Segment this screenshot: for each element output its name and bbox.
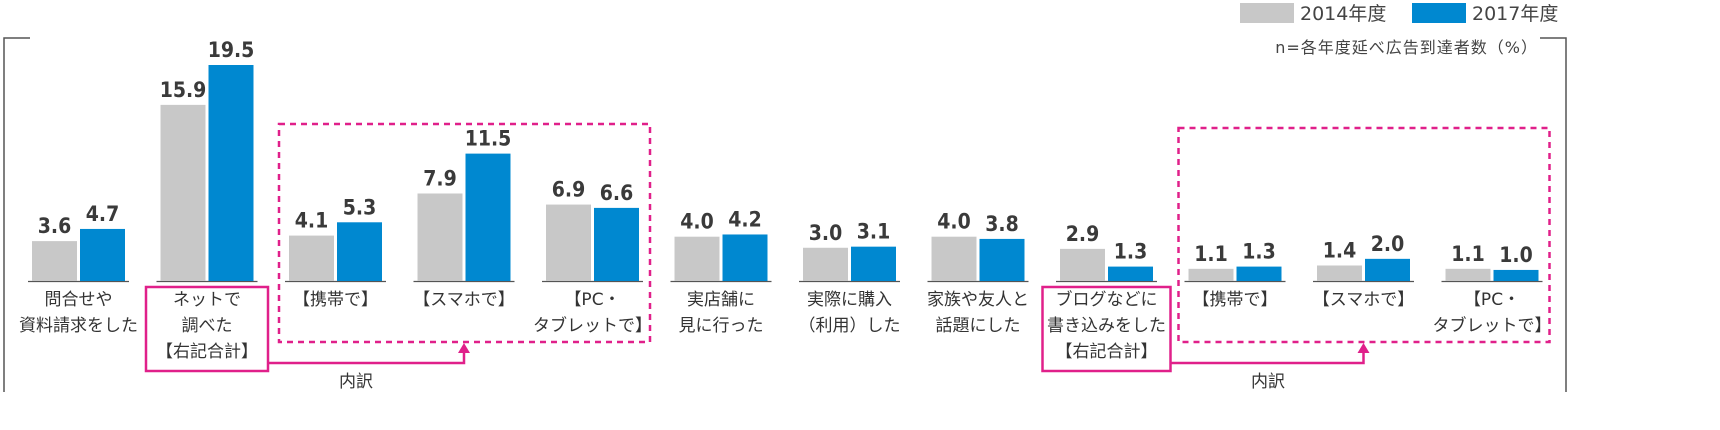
category-label: 実店舗に — [687, 290, 755, 310]
total-highlight-box — [1041, 285, 1172, 373]
bar-2014 — [160, 104, 206, 281]
category-label: 調べた — [182, 316, 233, 336]
bar-2014 — [1317, 265, 1362, 281]
value-label-2017: 1.3 — [1242, 240, 1275, 264]
legend-swatch-2014 — [1240, 3, 1294, 23]
bar-2017 — [1108, 266, 1153, 281]
bar-2017 — [80, 228, 125, 281]
value-label-2014: 3.0 — [809, 221, 842, 245]
bar-2017 — [465, 153, 511, 281]
value-label-2017: 3.1 — [857, 220, 890, 244]
value-label-2014: 7.9 — [423, 166, 456, 190]
value-label-2014: 1.1 — [1194, 242, 1227, 266]
category-label: （利用）した — [799, 316, 901, 336]
total-highlight-box — [144, 285, 270, 373]
category-label: 家族や友人と — [927, 290, 1029, 310]
bar-2017 — [1236, 266, 1282, 281]
value-label-2017: 4.7 — [86, 202, 119, 226]
category-label: 問合せや — [45, 290, 113, 310]
value-label-2017: 5.3 — [343, 195, 376, 219]
value-label-2017: 1.0 — [1499, 243, 1532, 267]
bar-2017 — [337, 222, 382, 281]
value-label-2017: 4.2 — [728, 207, 761, 231]
category-label: 実際に購入 — [807, 290, 892, 310]
value-label-2014: 1.4 — [1323, 238, 1356, 262]
breakdown-label: 内訳 — [1251, 372, 1285, 392]
bar-2014 — [931, 236, 977, 281]
bar-2017 — [979, 238, 1025, 281]
bar-2014 — [289, 235, 334, 281]
legend-label-2017: 2017年度 — [1472, 3, 1558, 25]
value-label-2017: 3.8 — [985, 212, 1018, 236]
category-label: 資料請求をした — [19, 316, 138, 336]
category-label: 【携帯で】 — [293, 290, 378, 310]
category-label: 【スマホで】 — [1313, 290, 1415, 310]
category-label: 【PC・ — [564, 290, 620, 310]
value-label-2014: 4.0 — [680, 210, 713, 234]
value-label-2017: 2.0 — [1371, 232, 1404, 256]
bar-2017 — [1493, 269, 1539, 281]
value-label-2017: 6.6 — [600, 181, 633, 205]
category-label: 見に行った — [679, 316, 764, 336]
sample-note: n=各年度延べ広告到達者数（%） — [1275, 38, 1538, 57]
value-label-2014: 15.9 — [160, 78, 207, 102]
category-label: 【右記合計】 — [156, 342, 258, 362]
bar-2014 — [674, 236, 720, 281]
breakdown-arrowhead — [458, 343, 470, 353]
value-label-2017: 19.5 — [208, 38, 255, 62]
value-label-2017: 1.3 — [1114, 240, 1147, 264]
value-label-2014: 2.9 — [1066, 222, 1099, 246]
bar-2014 — [546, 204, 591, 281]
category-label: 【スマホで】 — [413, 290, 515, 310]
value-label-2017: 11.5 — [465, 127, 512, 151]
value-label-2014: 6.9 — [552, 178, 585, 202]
bar-2014 — [32, 241, 77, 281]
bar-2014 — [803, 247, 848, 281]
category-label: 【右記合計】 — [1056, 342, 1158, 362]
category-label: タブレットで】 — [533, 315, 652, 336]
value-label-2014: 4.0 — [937, 210, 970, 234]
breakdown-dashed-box — [1177, 126, 1551, 344]
bar-2014 — [1188, 268, 1234, 281]
bar-2017 — [1365, 258, 1410, 281]
category-label: 【PC・ — [1464, 290, 1520, 310]
frame-bracket-left — [3, 37, 30, 392]
bar-2014 — [1445, 268, 1491, 281]
category-label: 【携帯で】 — [1193, 290, 1278, 310]
frame-bracket-right — [1540, 37, 1567, 392]
legend-label-2014: 2014年度 — [1300, 3, 1386, 25]
breakdown-label: 内訳 — [339, 372, 373, 392]
breakdown-connector — [268, 352, 466, 365]
bar-2017 — [851, 246, 896, 281]
category-label: ネットで — [173, 290, 241, 310]
category-label: タブレットで】 — [1433, 315, 1552, 336]
bar-2017 — [208, 65, 254, 281]
category-label: 書き込みをした — [1047, 316, 1166, 336]
value-label-2014: 1.1 — [1451, 242, 1484, 266]
value-label-2014: 3.6 — [38, 214, 71, 238]
value-label-2014: 4.1 — [295, 209, 328, 233]
breakdown-arrowhead — [1357, 343, 1370, 353]
legend-swatch-2017 — [1412, 3, 1466, 23]
category-label: ブログなどに — [1056, 289, 1158, 310]
breakdown-dashed-box — [277, 122, 652, 344]
bar-2014 — [417, 193, 463, 281]
bar-2017 — [722, 234, 768, 281]
bar-2014 — [1060, 248, 1105, 281]
breakdown-connector — [1170, 352, 1365, 365]
category-label: 話題にした — [936, 316, 1021, 336]
bar-2017 — [594, 207, 639, 281]
